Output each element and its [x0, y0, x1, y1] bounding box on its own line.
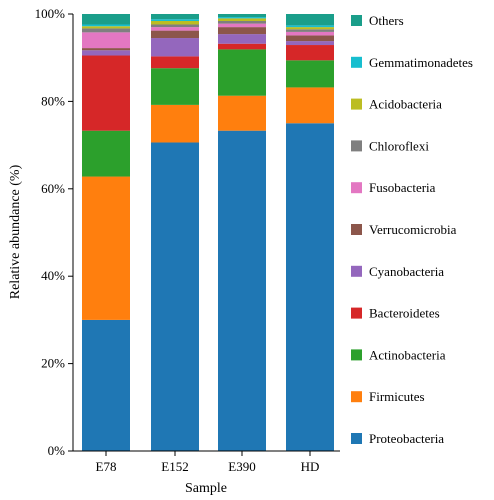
legend-swatch-bacteroidetes — [351, 307, 362, 319]
bar-segment-e152-proteobacteria — [151, 142, 199, 451]
legend-label-chloroflexi: Chloroflexi — [369, 138, 429, 153]
x-tick-label: E78 — [96, 459, 117, 474]
bar-segment-e390-verrucomicrobia — [218, 27, 266, 35]
bars-layer — [82, 14, 334, 451]
legend-swatch-actinobacteria — [351, 349, 362, 361]
bar-segment-e390-actinobacteria — [218, 49, 266, 96]
bar-segment-hd-gemmatimonadetes — [286, 25, 334, 28]
bar-segment-e390-chloroflexi — [218, 20, 266, 24]
legend-label-actinobacteria: Actinobacteria — [369, 347, 446, 362]
bar-segment-e152-firmicutes — [151, 104, 199, 143]
bar-segment-hd-acidobacteria — [286, 27, 334, 30]
y-tick-label: 100% — [35, 6, 66, 21]
bar-segment-hd-fusobacteria — [286, 31, 334, 36]
legend: Others Gemmatimonadetes Acidobacteria Chlor… — [351, 13, 473, 446]
bar-segment-e390-proteobacteria — [218, 130, 266, 451]
bar-segment-e78-others — [82, 14, 130, 25]
bar-segment-e390-cyanobacteria — [218, 34, 266, 44]
y-ticks: 0% 20% 40% 60% 80% 100% — [35, 6, 73, 458]
bar-segment-e152-bacteroidetes — [151, 56, 199, 69]
legend-swatch-proteobacteria — [351, 433, 362, 444]
bar-segment-e152-gemmatimonadetes — [151, 19, 199, 21]
legend-swatch-chloroflexi — [351, 140, 362, 152]
bar-segment-e390-gemmatimonadetes — [218, 17, 266, 19]
bar-segment-e78-verrucomicrobia — [82, 48, 130, 51]
bar-segment-hd-firmicutes — [286, 87, 334, 124]
x-tick-label: E390 — [228, 459, 255, 474]
y-tick-label: 40% — [41, 268, 65, 283]
x-tick-label: E152 — [161, 459, 188, 474]
bar-segment-hd-proteobacteria — [286, 123, 334, 451]
bar-segment-e78-actinobacteria — [82, 130, 130, 177]
bar-segment-hd-cyanobacteria — [286, 41, 334, 46]
legend-swatch-others — [351, 15, 362, 26]
legend-swatch-fusobacteria — [351, 182, 362, 194]
legend-swatch-verrucomicrobia — [351, 224, 362, 235]
y-tick-label: 0% — [48, 443, 66, 458]
legend-label-verrucomicrobia: Verrucomicrobia — [369, 222, 457, 237]
bar-segment-e152-acidobacteria — [151, 20, 199, 25]
bar-segment-e152-actinobacteria — [151, 68, 199, 105]
bar-segment-e390-acidobacteria — [218, 18, 266, 21]
bar-segment-e78-chloroflexi — [82, 28, 130, 33]
bar-segment-e390-firmicutes — [218, 95, 266, 131]
bar-segment-e152-verrucomicrobia — [151, 30, 199, 39]
bar-segment-hd-chloroflexi — [286, 29, 334, 32]
bar-segment-e390-fusobacteria — [218, 23, 266, 28]
legend-swatch-gemmatimonadetes — [351, 56, 362, 68]
axes-layer — [72, 14, 340, 452]
legend-label-others: Others — [369, 13, 404, 28]
bar-segment-e78-firmicutes — [82, 176, 130, 320]
bar-segment-e78-fusobacteria — [82, 32, 130, 49]
bar-segment-e390-bacteroidetes — [218, 43, 266, 50]
y-tick-label: 20% — [41, 356, 65, 371]
y-tick-label: 60% — [41, 181, 65, 196]
x-axis-title: Sample — [185, 481, 227, 496]
legend-label-acidobacteria: Acidobacteria — [369, 97, 442, 112]
legend-label-bacteroidetes: Bacteroidetes — [369, 306, 440, 321]
legend-label-gemmatimonadetes: Gemmatimonadetes — [369, 55, 473, 70]
x-tick-label: HD — [301, 459, 320, 474]
bar-segment-e152-others — [151, 14, 199, 20]
bar-segment-e152-cyanobacteria — [151, 38, 199, 57]
legend-label-cyanobacteria: Cyanobacteria — [369, 264, 444, 279]
legend-label-proteobacteria: Proteobacteria — [369, 431, 444, 446]
bar-segment-e78-proteobacteria — [82, 319, 130, 451]
bar-segment-hd-bacteroidetes — [286, 45, 334, 61]
legend-swatch-cyanobacteria — [351, 265, 362, 277]
bar-segment-hd-others — [286, 14, 334, 26]
bar-segment-e78-gemmatimonadetes — [82, 24, 130, 27]
bar-segment-e152-chloroflexi — [151, 24, 199, 28]
legend-label-firmicutes: Firmicutes — [369, 389, 425, 404]
legend-label-fusobacteria: Fusobacteria — [369, 180, 436, 195]
y-tick-label: 80% — [41, 93, 65, 108]
bar-segment-e78-cyanobacteria — [82, 50, 130, 56]
bar-segment-e390-others — [218, 14, 266, 18]
bar-segment-e78-acidobacteria — [82, 26, 130, 29]
y-axis-title: Relative abundance (%) — [8, 164, 23, 299]
x-ticks: E78 E152 E390 HD — [96, 451, 320, 474]
legend-swatch-firmicutes — [351, 391, 362, 403]
bar-segment-hd-verrucomicrobia — [286, 35, 334, 42]
legend-swatch-acidobacteria — [351, 98, 362, 110]
bar-segment-hd-actinobacteria — [286, 60, 334, 88]
bar-segment-e152-fusobacteria — [151, 27, 199, 31]
bar-segment-e78-bacteroidetes — [82, 55, 130, 131]
